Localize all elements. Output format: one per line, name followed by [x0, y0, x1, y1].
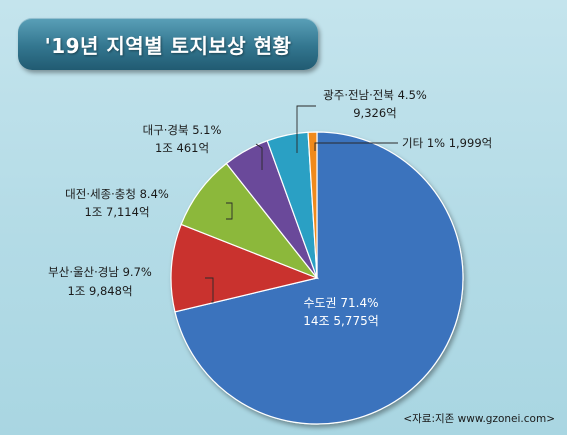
title-banner: '19년 지역별 토지보상 현황	[18, 18, 318, 70]
label-daegu-percent: 대구·경북 5.1%	[143, 123, 222, 137]
leader-etc	[314, 142, 398, 151]
pie-slice-etc	[307, 131, 318, 279]
leader-lines	[205, 105, 398, 303]
label-daejeon-amount: 1조 7,114억	[84, 205, 149, 219]
label-gwangju-percent: 광주·전남·전북 4.5%	[323, 88, 427, 102]
leader-daegu	[255, 143, 263, 170]
label-daejeon-percent: 대전·세종·충청 8.4%	[65, 187, 169, 201]
leader-daejeon	[226, 202, 233, 220]
pie-slices	[170, 131, 464, 425]
leader-busan	[205, 277, 214, 303]
label-busan-percent: 부산·울산·경남 9.7%	[48, 265, 152, 279]
leader-gwangju	[296, 105, 316, 153]
label-sudo-amount: 14조 5,775억	[303, 314, 379, 328]
pie-slice-busan	[170, 223, 319, 313]
chart-title: '19년 지역별 토지보상 현황	[44, 33, 292, 58]
label-gwangju-amount: 9,326억	[353, 106, 397, 120]
source-note: <자료:지존 www.gzonei.com>	[403, 413, 555, 425]
label-etc: 기타 1% 1,999억	[402, 136, 492, 150]
pie-slice-sudo	[174, 131, 464, 425]
label-busan-amount: 1조 9,848억	[67, 284, 132, 298]
label-sudo-percent: 수도권 71.4%	[303, 296, 378, 310]
label-daegu-amount: 1조 461억	[155, 141, 209, 155]
